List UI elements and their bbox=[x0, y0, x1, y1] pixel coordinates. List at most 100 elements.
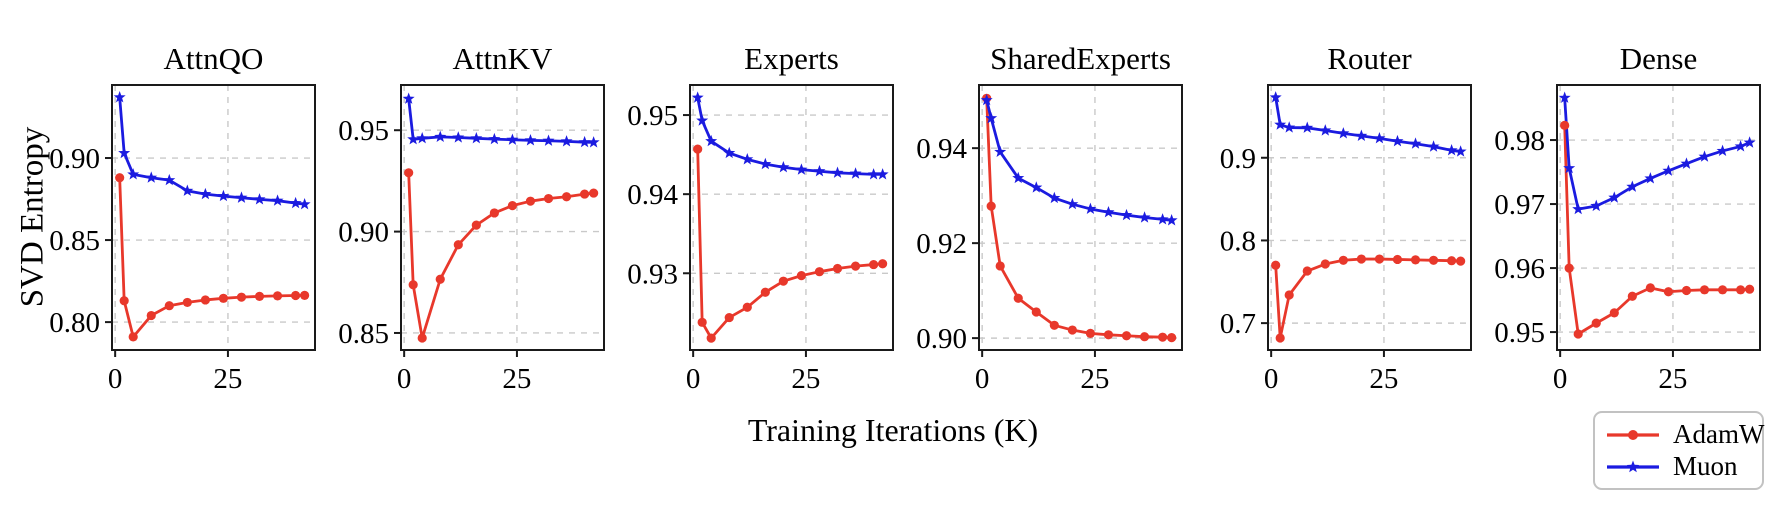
muon-line bbox=[118, 95, 307, 206]
adamw-marker bbox=[1428, 255, 1439, 265]
subplot-title: Dense bbox=[1620, 41, 1697, 76]
muon-marker bbox=[1120, 208, 1133, 221]
muon-line bbox=[985, 98, 1174, 222]
adamw-marker bbox=[115, 173, 125, 183]
plot-frame bbox=[1556, 84, 1761, 351]
muon-marker bbox=[1558, 91, 1571, 103]
y-tick-label: 0.7 bbox=[1220, 308, 1256, 340]
adamw-marker bbox=[435, 274, 445, 284]
adamw-marker bbox=[778, 276, 788, 286]
adamw-marker bbox=[182, 297, 192, 308]
adamw-marker bbox=[697, 317, 707, 327]
muon-marker bbox=[253, 193, 266, 205]
adamw-marker bbox=[1573, 329, 1583, 339]
muon-marker bbox=[985, 111, 998, 124]
x-tick-label: 25 bbox=[502, 363, 531, 395]
adamw-marker bbox=[525, 196, 536, 206]
muon-marker bbox=[1048, 191, 1061, 204]
subplot-title: SharedExperts bbox=[990, 41, 1171, 76]
y-tick-label: 0.9 bbox=[1220, 143, 1256, 175]
muon-marker bbox=[1156, 213, 1169, 225]
muon-marker bbox=[849, 167, 862, 179]
adamw-marker bbox=[1717, 285, 1728, 295]
muon-marker bbox=[1030, 181, 1043, 193]
adamw-marker bbox=[760, 287, 770, 297]
muon-marker bbox=[1269, 91, 1282, 103]
adamw-marker bbox=[119, 296, 129, 306]
x-tick-label: 25 bbox=[1080, 363, 1109, 395]
muon-marker bbox=[1301, 121, 1314, 133]
adamw-marker bbox=[724, 312, 734, 323]
adamw-marker bbox=[404, 168, 414, 178]
muon-marker bbox=[578, 135, 591, 148]
muon-line bbox=[696, 96, 885, 176]
muon-marker bbox=[145, 171, 158, 183]
y-tick-label: 0.90 bbox=[49, 143, 100, 175]
muon-marker bbox=[587, 136, 600, 148]
muon-marker bbox=[402, 92, 415, 104]
adamw-marker bbox=[489, 208, 499, 218]
muon-marker bbox=[1283, 121, 1296, 133]
muon-marker bbox=[1084, 202, 1097, 215]
x-tick-label: 0 bbox=[686, 363, 701, 395]
adamw-marker bbox=[814, 267, 825, 277]
muon-marker bbox=[434, 130, 447, 142]
legend-item-muon: Muon bbox=[1605, 453, 1752, 480]
adamw-marker bbox=[254, 291, 265, 301]
adamw-marker bbox=[1167, 333, 1177, 343]
adamw-marker bbox=[1121, 331, 1132, 341]
adamw-marker bbox=[408, 280, 418, 290]
muon-marker bbox=[127, 168, 140, 180]
muon-marker bbox=[1427, 140, 1440, 152]
muon-marker bbox=[831, 166, 844, 178]
adamw-marker bbox=[1031, 307, 1041, 317]
adamw-marker bbox=[1103, 330, 1114, 340]
adamw-marker bbox=[1139, 332, 1150, 342]
adamw-marker bbox=[850, 261, 861, 271]
x-tick-label: 25 bbox=[1658, 363, 1687, 395]
x-tick-label: 0 bbox=[397, 363, 412, 395]
x-tick-label: 0 bbox=[108, 363, 123, 395]
y-tick-label: 0.98 bbox=[1494, 125, 1545, 157]
plot-frame bbox=[400, 84, 605, 351]
muon-marker bbox=[1391, 134, 1404, 147]
muon-marker bbox=[1662, 164, 1675, 176]
plot-frame bbox=[1267, 84, 1472, 351]
adamw-marker bbox=[1356, 254, 1366, 264]
y-tick-label: 0.96 bbox=[1494, 253, 1545, 285]
adamw-marker bbox=[1067, 325, 1077, 335]
adamw-marker bbox=[742, 302, 752, 312]
legend-label-muon: Muon bbox=[1673, 451, 1738, 481]
adamw-marker bbox=[218, 293, 229, 303]
adamw-marker bbox=[417, 333, 427, 343]
muon-marker bbox=[1012, 171, 1025, 184]
muon-marker bbox=[118, 146, 131, 159]
muon-marker bbox=[407, 133, 420, 145]
adamw-marker bbox=[543, 193, 554, 204]
adamw-marker bbox=[272, 291, 283, 301]
subplot-attnkv: 0 25 0.85 0.90 0.95 AttnKV bbox=[338, 41, 605, 395]
muon-marker bbox=[1066, 197, 1079, 210]
muon-marker bbox=[1734, 140, 1747, 152]
subplot-title: AttnQO bbox=[164, 41, 264, 76]
y-tick-label: 0.95 bbox=[627, 100, 678, 132]
muon-marker bbox=[980, 93, 993, 106]
adamw-marker bbox=[986, 201, 996, 211]
muon-marker bbox=[759, 157, 772, 170]
plot-frame bbox=[111, 84, 316, 351]
muon-marker bbox=[524, 134, 537, 146]
y-tick-label: 0.85 bbox=[49, 225, 100, 257]
muon-marker bbox=[506, 133, 519, 145]
muon-marker bbox=[298, 197, 311, 210]
muon-marker bbox=[1680, 157, 1693, 169]
adamw-marker bbox=[1338, 255, 1348, 265]
legend-label-adamw: AdamW bbox=[1673, 419, 1765, 449]
muon-marker bbox=[1319, 124, 1332, 136]
muon-marker bbox=[1274, 118, 1287, 130]
adamw-marker bbox=[1275, 333, 1285, 343]
adamw-marker bbox=[832, 263, 843, 274]
adamw-marker bbox=[1663, 287, 1674, 297]
muon-marker bbox=[416, 132, 429, 144]
muon-marker bbox=[691, 91, 704, 103]
muon-marker bbox=[1590, 199, 1603, 212]
